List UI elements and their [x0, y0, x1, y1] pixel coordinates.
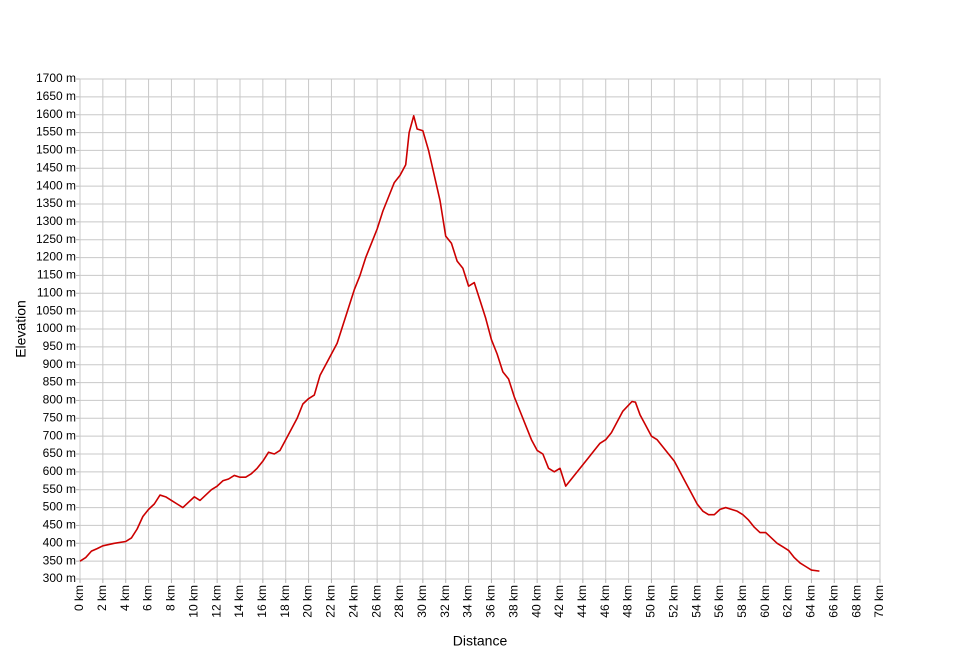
x-tick-label: 40 km — [529, 585, 543, 618]
y-tick-label: 1300 m — [36, 214, 76, 228]
x-tick-label: 60 km — [758, 585, 772, 618]
x-tick-label: 36 km — [484, 585, 498, 618]
x-tick-label: 12 km — [209, 585, 223, 618]
x-tick-label: 28 km — [392, 585, 406, 618]
y-tick-label: 750 m — [43, 410, 76, 424]
x-tick-label: 62 km — [781, 585, 795, 618]
x-tick-label: 56 km — [712, 585, 726, 618]
y-tick-label: 1600 m — [36, 107, 76, 121]
x-tick-label: 18 km — [278, 585, 292, 618]
y-tick-label: 1650 m — [36, 89, 76, 103]
x-tick-label: 22 km — [324, 585, 338, 618]
x-tick-label: 52 km — [666, 585, 680, 618]
y-tick-label: 500 m — [43, 500, 76, 514]
x-tick-label: 6 km — [141, 585, 155, 611]
y-tick-label: 1500 m — [36, 143, 76, 157]
x-tick-label: 0 km — [72, 585, 86, 611]
x-tick-label: 46 km — [598, 585, 612, 618]
y-tick-label: 650 m — [43, 446, 76, 460]
y-tick-label: 1350 m — [36, 196, 76, 210]
x-tick-label: 20 km — [301, 585, 315, 618]
x-tick-label: 2 km — [95, 585, 109, 611]
y-tick-label: 850 m — [43, 375, 76, 389]
y-tick-label: 1000 m — [36, 321, 76, 335]
y-tick-label: 1150 m — [37, 268, 76, 282]
y-tick-label: 1700 m — [36, 71, 76, 85]
x-tick-label: 66 km — [826, 585, 840, 618]
x-tick-label: 68 km — [849, 585, 863, 618]
x-tick-label: 8 km — [164, 585, 178, 611]
x-tick-label: 30 km — [415, 585, 429, 618]
x-tick-label: 34 km — [461, 585, 475, 618]
x-tick-label: 26 km — [369, 585, 383, 618]
x-axis-label: Distance — [453, 633, 508, 649]
y-tick-label: 700 m — [43, 428, 76, 442]
y-tick-label: 950 m — [43, 339, 76, 353]
y-tick-label: 450 m — [43, 518, 76, 532]
x-tick-label: 58 km — [735, 585, 749, 618]
x-tick-label: 44 km — [575, 585, 589, 618]
y-tick-label: 1400 m — [36, 178, 76, 192]
y-tick-label: 600 m — [43, 464, 76, 478]
y-tick-label: 1450 m — [36, 160, 76, 174]
y-axis-label: Elevation — [13, 300, 29, 358]
x-tick-label: 16 km — [255, 585, 269, 618]
y-tick-label: 300 m — [43, 571, 76, 585]
y-tick-label: 1100 m — [37, 285, 76, 299]
elevation-line — [79, 114, 820, 572]
x-tick-label: 70 km — [872, 585, 886, 618]
x-tick-label: 10 km — [186, 585, 200, 618]
y-tick-label: 1050 m — [36, 303, 76, 317]
y-tick-label: 1250 m — [36, 232, 76, 246]
x-tick-label: 48 km — [621, 585, 635, 618]
y-tick-label: 400 m — [43, 535, 76, 549]
x-tick-label: 4 km — [118, 585, 132, 611]
y-tick-label: 350 m — [43, 553, 76, 567]
y-tick-label: 1200 m — [36, 250, 76, 264]
x-tick-label: 32 km — [438, 585, 452, 618]
x-tick-label: 64 km — [804, 585, 818, 618]
x-tick-label: 24 km — [346, 585, 360, 618]
y-tick-label: 800 m — [43, 393, 76, 407]
x-tick-label: 50 km — [644, 585, 658, 618]
x-tick-label: 54 km — [689, 585, 703, 618]
x-tick-label: 14 km — [232, 585, 246, 618]
y-tick-label: 550 m — [43, 482, 76, 496]
y-tick-label: 1550 m — [36, 125, 76, 139]
x-tick-label: 42 km — [552, 585, 566, 618]
y-tick-label: 900 m — [43, 357, 76, 371]
x-tick-label: 38 km — [506, 585, 520, 618]
